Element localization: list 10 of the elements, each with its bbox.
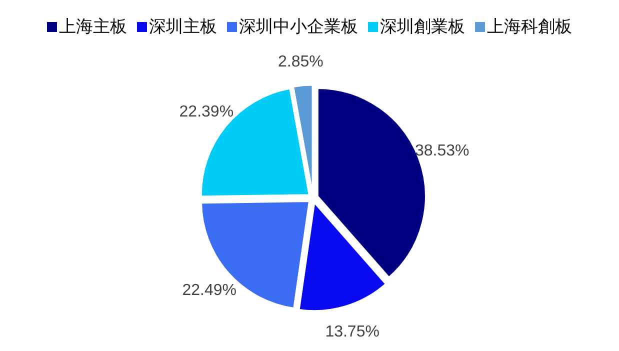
legend-label: 深圳中小企業板 bbox=[239, 17, 358, 36]
legend-label: 深圳主板 bbox=[149, 17, 217, 36]
data-label: 22.49% bbox=[182, 282, 237, 300]
legend-label: 上海主板 bbox=[59, 17, 127, 36]
data-label: 13.75% bbox=[325, 323, 380, 340]
data-label: 38.53% bbox=[415, 142, 470, 160]
data-label: 2.85% bbox=[278, 54, 324, 71]
legend-label: 深圳創業板 bbox=[380, 17, 465, 36]
data-label: 22.39% bbox=[179, 103, 234, 120]
legend-label: 上海科創板 bbox=[487, 17, 572, 36]
